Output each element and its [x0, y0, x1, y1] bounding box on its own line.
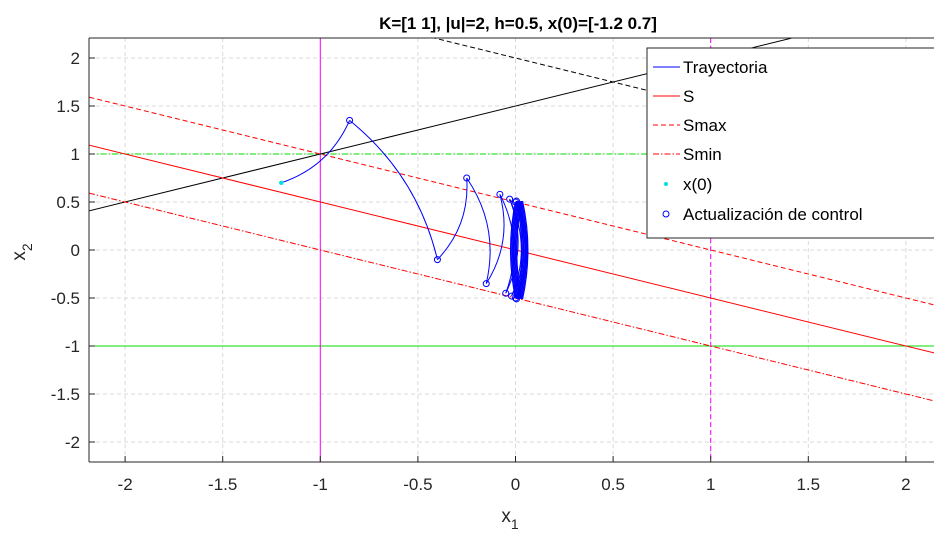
legend-entry-smin: Smin — [653, 145, 722, 164]
y-axis-label-sub: 2 — [19, 243, 35, 251]
control-update-marker — [506, 195, 514, 203]
trajectory-oscillation — [511, 201, 518, 299]
control-update-marker — [512, 294, 519, 302]
legend-label-x0: x(0) — [683, 175, 712, 194]
series-line-smax — [89, 96, 934, 306]
trajectory-oscillation — [513, 201, 520, 299]
y-tick-label: -1 — [65, 337, 80, 356]
control-update-marker — [512, 197, 520, 205]
x0-marker — [279, 180, 284, 185]
trajectory-segment — [485, 194, 505, 284]
legend: Trayectoria S Smax Smin x(0) Actualizaci… — [646, 47, 934, 239]
y-axis-label-main: x — [9, 251, 30, 261]
trajectory-oscillation — [521, 200, 529, 300]
chart-title: K=[1 1], |u|=2, h=0.5, x(0)=[-1.2 0.7] — [379, 14, 657, 33]
control-update-marker — [482, 280, 490, 288]
control-update-markers — [279, 116, 520, 303]
legend-label-trayectoria: Trayectoria — [683, 58, 768, 77]
legend-swatch-x0 — [664, 182, 668, 186]
reference-line-sloped — [89, 38, 795, 212]
sliding-surface-lines — [89, 96, 934, 402]
trajectory-oscillation — [515, 201, 523, 299]
y-tick-label: 0.5 — [56, 193, 80, 212]
legend-swatch-control-update — [662, 210, 670, 218]
y-tick-label: -0.5 — [51, 289, 80, 308]
x-tick-label: -1.5 — [208, 475, 237, 494]
trajectory — [281, 120, 529, 300]
y-axis-label: x2 — [9, 243, 35, 261]
x-axis-label-sub: 1 — [511, 516, 519, 532]
control-update-marker — [433, 256, 441, 264]
legend-entry-control-update: Actualización de control — [662, 205, 863, 224]
y-tick-label: 1 — [71, 145, 80, 164]
trajectory-oscillation — [512, 201, 519, 299]
trajectory-oscillation — [519, 200, 527, 300]
series-line-s — [89, 144, 934, 354]
trajectory-segment — [466, 177, 491, 284]
y-tick-label: 1.5 — [56, 97, 80, 116]
reference-line-sloped — [432, 38, 934, 162]
legend-label-control-update: Actualización de control — [683, 205, 863, 224]
x-tick-labels: -2 -1.5 -1 -0.5 0 0.5 1 1.5 2 — [118, 456, 911, 494]
x-axis-label-main: x — [501, 506, 511, 527]
legend-label-s: S — [683, 87, 694, 106]
x-tick-label: 1.5 — [796, 475, 820, 494]
x-tick-label: 1 — [706, 475, 715, 494]
x-tick-label: 2 — [901, 475, 910, 494]
legend-label-smin: Smin — [683, 145, 722, 164]
legend-entry-smax: Smax — [653, 116, 727, 135]
x-tick-label: -0.5 — [403, 475, 432, 494]
x-tick-label: -1 — [313, 475, 328, 494]
control-update-marker — [496, 190, 504, 198]
control-update-marker — [502, 289, 510, 297]
trajectory-segment — [349, 120, 438, 260]
trajectory-segment — [281, 120, 351, 184]
trajectory-segment — [437, 177, 468, 260]
x-tick-label: -2 — [118, 475, 133, 494]
y-tick-label: -2 — [65, 433, 80, 452]
trajectory-oscillation — [509, 201, 517, 299]
series-line-smin — [89, 192, 934, 402]
control-update-marker — [463, 174, 471, 182]
legend-label-smax: Smax — [683, 116, 727, 135]
legend-entry-x0: x(0) — [664, 175, 712, 194]
legend-entry-trayectoria: Trayectoria — [653, 58, 768, 77]
y-tick-label: 2 — [71, 49, 80, 68]
y-tick-labels: 2 1.5 1 0.5 0 -0.5 -1 -1.5 -2 — [51, 49, 95, 452]
control-update-marker — [346, 116, 354, 124]
x-tick-label: 0.5 — [601, 475, 625, 494]
trajectory-oscillation — [514, 201, 521, 299]
trajectory-oscillation — [520, 200, 528, 300]
x-tick-label: 0 — [511, 475, 520, 494]
y-tick-label: 0 — [71, 241, 80, 260]
trajectory-oscillation — [518, 200, 525, 300]
legend-entry-s: S — [653, 87, 694, 106]
y-tick-label: -1.5 — [51, 385, 80, 404]
legend-box — [646, 47, 934, 239]
control-update-marker — [512, 295, 520, 303]
trajectory-segment — [505, 198, 519, 294]
x-axis-label: x1 — [501, 506, 519, 532]
control-update-marker — [512, 198, 519, 206]
